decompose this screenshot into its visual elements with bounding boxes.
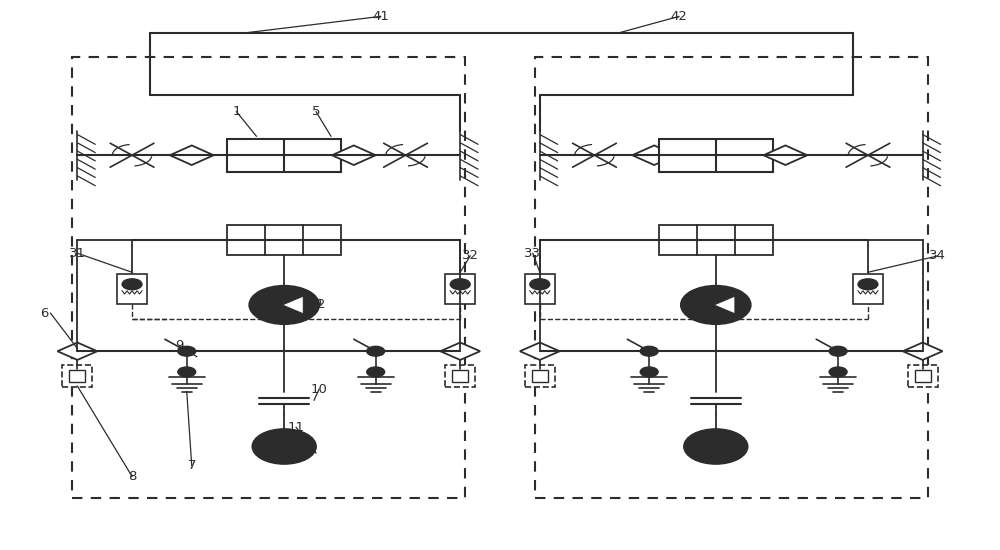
Text: 33: 33 bbox=[524, 247, 541, 260]
Text: 5: 5 bbox=[312, 105, 320, 118]
Text: 9: 9 bbox=[176, 339, 184, 353]
Text: 41: 41 bbox=[372, 10, 389, 23]
Text: 1: 1 bbox=[232, 105, 241, 118]
Bar bbox=[227, 224, 341, 255]
Text: 2: 2 bbox=[317, 299, 325, 311]
Bar bbox=[915, 370, 931, 382]
Circle shape bbox=[681, 286, 751, 324]
Polygon shape bbox=[697, 296, 718, 314]
Bar bbox=[659, 139, 773, 172]
Polygon shape bbox=[764, 145, 807, 165]
Circle shape bbox=[249, 286, 319, 324]
Circle shape bbox=[829, 346, 847, 356]
Bar bbox=[117, 274, 147, 304]
Text: 32: 32 bbox=[462, 250, 479, 262]
Text: s: s bbox=[714, 448, 718, 456]
Polygon shape bbox=[632, 145, 676, 165]
Polygon shape bbox=[714, 296, 735, 314]
Polygon shape bbox=[332, 145, 376, 165]
Polygon shape bbox=[170, 145, 214, 165]
Text: 8: 8 bbox=[128, 470, 136, 483]
Circle shape bbox=[450, 279, 470, 290]
Polygon shape bbox=[265, 296, 286, 314]
Bar bbox=[532, 370, 548, 382]
Bar bbox=[908, 365, 938, 387]
Circle shape bbox=[640, 346, 658, 356]
Circle shape bbox=[252, 429, 316, 464]
Text: 11: 11 bbox=[288, 421, 305, 434]
Text: s: s bbox=[282, 448, 286, 456]
Bar bbox=[452, 370, 468, 382]
Text: M: M bbox=[279, 438, 289, 448]
Circle shape bbox=[829, 367, 847, 377]
Bar bbox=[445, 274, 475, 304]
Bar bbox=[445, 365, 475, 387]
Bar bbox=[525, 365, 555, 387]
Circle shape bbox=[640, 367, 658, 377]
Circle shape bbox=[178, 367, 196, 377]
Bar bbox=[853, 274, 883, 304]
Polygon shape bbox=[520, 343, 560, 360]
Text: 7: 7 bbox=[187, 459, 196, 472]
Bar bbox=[72, 57, 465, 498]
Polygon shape bbox=[282, 296, 303, 314]
Bar bbox=[659, 224, 773, 255]
Text: 42: 42 bbox=[671, 10, 687, 23]
Bar bbox=[227, 139, 341, 172]
Circle shape bbox=[684, 429, 748, 464]
Circle shape bbox=[122, 279, 142, 290]
Circle shape bbox=[367, 367, 385, 377]
Circle shape bbox=[530, 279, 550, 290]
Circle shape bbox=[367, 346, 385, 356]
Circle shape bbox=[178, 346, 196, 356]
Text: 10: 10 bbox=[311, 383, 327, 396]
Bar bbox=[525, 274, 555, 304]
Circle shape bbox=[858, 279, 878, 290]
Polygon shape bbox=[903, 343, 943, 360]
Bar bbox=[535, 57, 928, 498]
Polygon shape bbox=[440, 343, 480, 360]
Text: M: M bbox=[711, 438, 721, 448]
Text: 31: 31 bbox=[69, 247, 86, 260]
Text: 6: 6 bbox=[40, 306, 49, 320]
Bar bbox=[62, 365, 92, 387]
Polygon shape bbox=[57, 343, 97, 360]
Text: 34: 34 bbox=[929, 250, 946, 262]
Bar bbox=[69, 370, 85, 382]
